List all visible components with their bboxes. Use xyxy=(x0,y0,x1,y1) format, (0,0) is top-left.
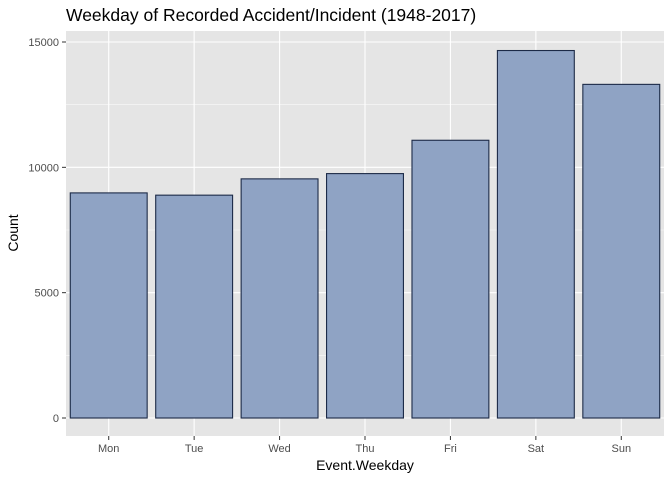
bar-thu xyxy=(326,173,404,419)
bar-wed xyxy=(240,178,319,419)
x-tick-label: Sun xyxy=(611,443,631,455)
chart-title: Weekday of Recorded Accident/Incident (1… xyxy=(66,5,477,25)
bar-mon xyxy=(69,192,148,419)
y-tick-label: 10000 xyxy=(28,162,59,174)
x-axis: Mon Tue Wed Thu Fri Sat Sun xyxy=(98,436,631,455)
x-tick-label: Mon xyxy=(98,443,119,455)
bar-tue xyxy=(155,194,234,419)
x-axis-title: Event.Weekday xyxy=(316,457,414,473)
y-axis-title: Count xyxy=(5,214,21,251)
x-tick-label: Fri xyxy=(444,443,457,455)
bar-sun xyxy=(582,83,661,419)
y-tick-label: 0 xyxy=(53,413,59,425)
bar-fri xyxy=(411,139,490,419)
x-tick-label: Wed xyxy=(268,443,290,455)
y-tick-label: 15000 xyxy=(28,37,59,49)
y-tick-label: 5000 xyxy=(35,288,59,300)
bars xyxy=(69,49,661,419)
x-tick-label: Tue xyxy=(185,443,204,455)
x-tick-label: Sat xyxy=(528,443,545,455)
bar-sat xyxy=(496,49,575,419)
x-tick-label: Thu xyxy=(356,443,375,455)
y-axis: 0 5000 10000 15000 xyxy=(28,37,66,425)
